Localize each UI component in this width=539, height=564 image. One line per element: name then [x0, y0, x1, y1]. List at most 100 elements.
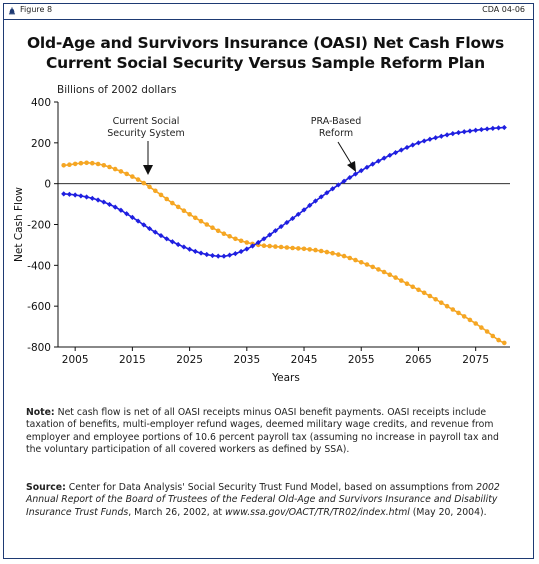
data-point-current	[193, 215, 198, 221]
data-point-pra	[433, 135, 439, 141]
data-point-current	[318, 248, 324, 254]
data-point-pra	[495, 125, 502, 131]
data-point-pra	[118, 207, 124, 213]
data-point-current	[215, 228, 221, 234]
data-point-current	[490, 333, 496, 339]
x-tick-label: 2045	[291, 354, 318, 366]
data-point-current	[112, 166, 118, 172]
arrow-current-head	[143, 165, 153, 175]
data-point-current	[324, 249, 330, 255]
series-line-pra	[63, 126, 505, 258]
data-point-pra	[410, 142, 416, 148]
data-point-pra	[186, 246, 193, 252]
note-paragraph: Note: Net cash flow is net of all OASI r…	[26, 407, 516, 457]
data-point-pra	[415, 140, 422, 146]
data-point-current	[450, 307, 456, 312]
y-tick-label: -400	[27, 260, 51, 272]
data-point-current	[78, 160, 84, 166]
data-point-pra	[66, 191, 73, 197]
data-point-current	[233, 236, 238, 242]
data-point-current	[484, 329, 490, 334]
data-point-current	[387, 272, 393, 278]
note-text: Net cash flow is net of all OASI receipt…	[26, 407, 499, 456]
data-point-current	[135, 177, 141, 182]
x-tick-label: 2015	[119, 354, 146, 366]
data-point-current	[141, 180, 147, 186]
chart-title-line1: Old-Age and Survivors Insurance (OASI) N…	[26, 34, 505, 52]
data-point-current	[61, 163, 66, 168]
data-point-pra	[198, 250, 204, 256]
data-point-current	[444, 303, 450, 309]
data-point-current	[461, 314, 467, 319]
data-point-pra	[501, 124, 507, 131]
data-point-current	[238, 238, 244, 244]
data-point-pra	[375, 158, 382, 164]
data-point-current	[336, 252, 341, 257]
y-tick-label: -200	[27, 220, 51, 232]
arrow-pra-head	[347, 161, 356, 172]
data-point-current	[358, 260, 364, 265]
data-point-current	[353, 257, 358, 263]
unit-label: Billions of 2002 dollars	[57, 84, 177, 96]
data-point-pra	[101, 199, 107, 205]
data-point-pra	[272, 228, 279, 234]
data-point-pra	[152, 229, 158, 235]
data-point-pra	[61, 191, 67, 197]
data-point-pra	[72, 192, 78, 198]
data-point-pra	[301, 207, 307, 213]
data-point-current	[181, 208, 187, 213]
annotation-current-line1: Current Social	[113, 116, 180, 127]
data-point-pra	[330, 186, 336, 192]
data-point-pra	[484, 126, 490, 132]
data-point-pra	[95, 197, 101, 203]
annotation-current-line2: Security System	[107, 128, 184, 139]
data-point-current	[347, 255, 353, 261]
data-point-pra	[289, 215, 296, 222]
data-point-pra	[490, 125, 496, 131]
x-tick-label: 2055	[348, 354, 375, 366]
data-point-current	[147, 184, 152, 190]
data-point-current	[456, 310, 461, 316]
source-report-title: 2002 Annual Report of the Board of Trust…	[26, 482, 500, 518]
data-point-pra	[295, 211, 301, 217]
data-point-current	[107, 164, 112, 170]
x-axis-title: Years	[271, 372, 300, 384]
data-point-pra	[427, 136, 433, 142]
data-point-pra	[404, 144, 410, 151]
y-tick-label: -800	[27, 342, 51, 354]
chart-title-line2: Current Social Security Versus Sample Re…	[46, 54, 485, 72]
data-point-pra	[192, 248, 198, 254]
data-point-pra	[398, 147, 404, 153]
data-point-pra	[444, 132, 450, 138]
data-point-current	[67, 162, 72, 167]
data-point-pra	[438, 133, 444, 139]
data-point-current	[261, 243, 267, 248]
x-tick-label: 2065	[405, 354, 432, 366]
data-point-pra	[324, 190, 330, 196]
data-point-pra	[370, 161, 376, 167]
x-tick-label: 2075	[462, 354, 489, 366]
data-point-pra	[352, 171, 359, 177]
source-url: www.ssa.gov/OACT/TR/TR02/index.html	[225, 506, 410, 518]
data-point-pra	[307, 202, 313, 209]
arrow-pra-shaft	[337, 141, 353, 166]
data-point-pra	[381, 155, 387, 161]
data-point-pra	[221, 253, 227, 259]
data-point-current	[130, 174, 135, 179]
annotation-pra-line2: Reform	[319, 128, 353, 139]
data-point-current	[410, 284, 416, 290]
data-point-current	[439, 300, 444, 306]
data-point-pra	[261, 236, 267, 242]
data-point-pra	[146, 225, 153, 232]
data-point-current	[376, 267, 381, 272]
data-point-current	[210, 225, 215, 230]
data-point-pra	[284, 219, 290, 226]
data-point-current	[370, 264, 376, 270]
data-point-current	[198, 218, 204, 224]
source-paragraph: Source: Center for Data Analysis' Social…	[26, 482, 516, 519]
data-point-pra	[387, 152, 393, 158]
data-point-pra	[181, 244, 187, 250]
data-point-pra	[335, 182, 341, 188]
liberty-bell-icon	[8, 7, 16, 15]
data-point-pra	[244, 246, 250, 252]
